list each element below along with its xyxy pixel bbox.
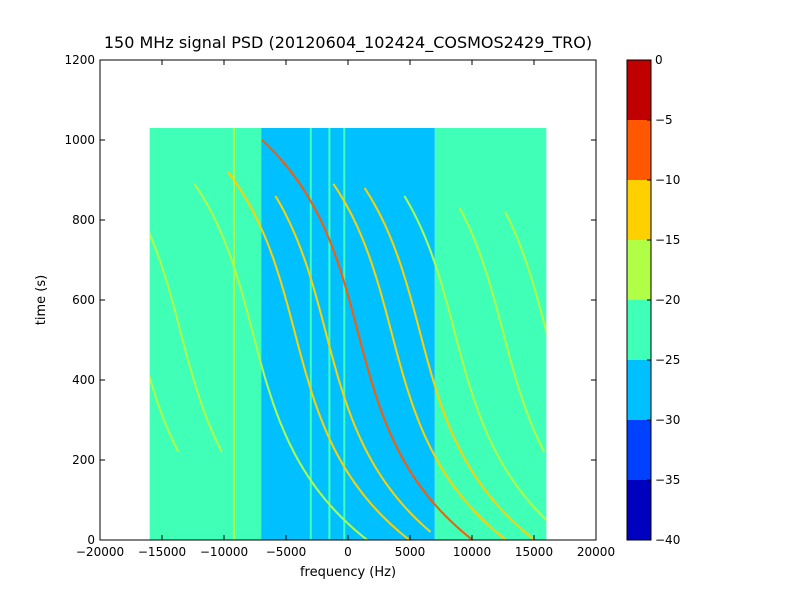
y-tick-label: 600 <box>72 293 95 307</box>
y-tick-label: 200 <box>72 453 95 467</box>
y-axis-label: time (s) <box>34 275 49 325</box>
y-tick-label: 0 <box>87 533 95 547</box>
doppler-trace-1 <box>149 231 223 453</box>
x-tick-label: 0 <box>344 545 352 559</box>
x-tick-label: −5000 <box>266 545 307 559</box>
doppler-trace-7 <box>363 187 536 540</box>
colorbar-band-3 <box>627 300 651 360</box>
doppler-trace-4 <box>274 195 432 533</box>
colorbar-tick-label: −30 <box>655 413 680 427</box>
x-axis-label: frequency (Hz) <box>300 565 396 580</box>
x-tick-label: −15000 <box>138 545 186 559</box>
colorbar-tick-label: 0 <box>655 53 663 67</box>
plot-area <box>149 128 547 540</box>
colorbar-band-0 <box>627 480 651 540</box>
doppler-trace-0 <box>149 373 180 453</box>
y-tick-label: 800 <box>72 213 95 227</box>
doppler-trace-3 <box>227 171 411 540</box>
colorbar-band-1 <box>627 420 651 480</box>
colorbar-tick-label: −15 <box>655 233 680 247</box>
x-tick-label: −10000 <box>200 545 248 559</box>
colorbar: 0 −5 −10 −15 −20 −25 −30 −35 −40 <box>626 53 680 547</box>
y-tick-label: 1000 <box>64 133 95 147</box>
doppler-trace-5 <box>261 139 474 540</box>
doppler-trace-8 <box>403 195 547 522</box>
colorbar-band-6 <box>627 120 651 180</box>
doppler-trace-6 <box>332 183 507 540</box>
doppler-trace-9 <box>458 207 546 453</box>
x-tick-label: 5000 <box>395 545 426 559</box>
heatmap <box>149 128 547 540</box>
heatmap-region-2 <box>434 128 547 540</box>
heatmap-region-1 <box>261 128 435 540</box>
y-tick-label: 400 <box>72 373 95 387</box>
chart-title: 150 MHz signal PSD (20120604_102424_COSM… <box>104 33 592 53</box>
heatmap-region-0 <box>149 128 262 540</box>
x-tick-label: −20000 <box>76 545 124 559</box>
x-tick-label: 15000 <box>515 545 553 559</box>
doppler-trace-10 <box>504 211 547 336</box>
colorbar-tick-label: −5 <box>655 113 673 127</box>
colorbar-tick-label: −40 <box>655 533 680 547</box>
colorbar-tick-label: −25 <box>655 353 680 367</box>
colorbar-tick-label: −10 <box>655 173 680 187</box>
axes: −20000 −15000 −10000 −5000 0 5000 10000 15000 20… <box>64 53 615 559</box>
colorbar-band-2 <box>627 360 651 420</box>
x-tick-label: 20000 <box>577 545 615 559</box>
x-tick-label: 10000 <box>453 545 491 559</box>
colorbar-tick-label: −20 <box>655 293 680 307</box>
colorbar-band-5 <box>627 180 651 240</box>
y-tick-label: 1200 <box>64 53 95 67</box>
colorbar-band-4 <box>627 240 651 300</box>
doppler-trace-2 <box>193 183 368 540</box>
colorbar-band-7 <box>627 60 651 120</box>
colorbar-tick-label: −35 <box>655 473 680 487</box>
